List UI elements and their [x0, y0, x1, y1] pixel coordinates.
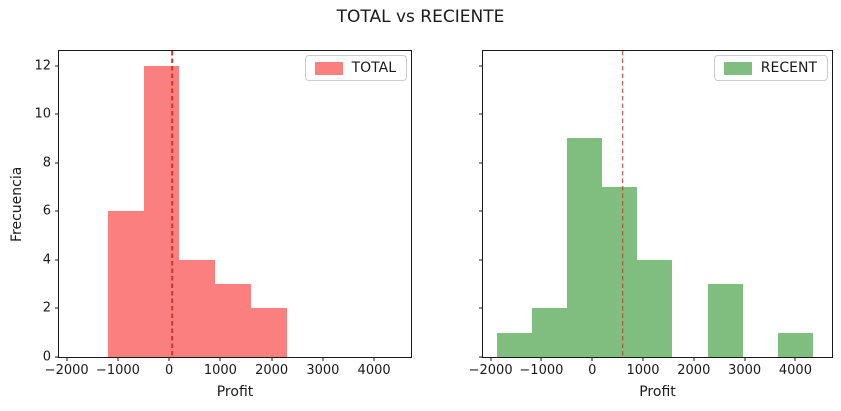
x-tick-mark — [540, 357, 542, 361]
x-axis-label-recent: Profit — [639, 384, 676, 400]
legend-total: TOTAL — [304, 55, 407, 81]
y-tick-mark — [55, 259, 59, 261]
hist-bar — [567, 138, 603, 357]
plot-area-recent: −2000 −1000 0 1000 2000 3000 4000 — [469, 50, 833, 377]
y-tick-mark — [55, 162, 59, 164]
x-tick-label: 1000 — [203, 363, 237, 378]
y-tick-label: 4 — [42, 252, 51, 268]
x-tick-label: 0 — [588, 363, 597, 378]
x-tick-mark — [490, 357, 492, 361]
hist-bar — [251, 308, 287, 357]
x-tick-mark — [642, 357, 644, 361]
figure-title: TOTAL vs RECIENTE — [336, 7, 505, 27]
hist-bar — [532, 308, 568, 357]
y-tick-mark — [479, 259, 483, 261]
legend-recent: RECENT — [713, 55, 828, 81]
x-tick-mark — [744, 357, 746, 361]
y-tick-mark — [479, 113, 483, 115]
y-tick-label: 10 — [34, 106, 51, 122]
y-tick-label: 6 — [42, 203, 51, 219]
x-tick-label: −2000 — [468, 363, 513, 378]
y-tick-mark — [479, 356, 483, 358]
x-tick-label: 2000 — [255, 363, 289, 378]
hist-bar — [215, 284, 252, 357]
legend-swatch-total-icon — [314, 61, 343, 75]
x-tick-label: 4000 — [357, 363, 391, 378]
y-tick-mark — [55, 356, 59, 358]
x-tick-label: −1000 — [519, 363, 564, 378]
hist-bar — [107, 211, 144, 357]
x-tick-label: 4000 — [778, 363, 812, 378]
mean-line — [621, 51, 624, 357]
x-tick-label: 2000 — [677, 363, 711, 378]
mean-line — [171, 51, 173, 357]
y-tick-mark — [55, 65, 59, 67]
hist-bar — [707, 284, 743, 357]
legend-label-total: TOTAL — [351, 60, 396, 76]
y-tick-mark — [479, 65, 483, 67]
y-axis-label-total: Frecuencia — [9, 166, 25, 242]
legend-swatch-recent-icon — [723, 61, 752, 75]
y-tick-mark — [55, 210, 59, 212]
x-tick-mark — [219, 357, 221, 361]
x-tick-mark — [693, 357, 695, 361]
x-tick-label: 3000 — [306, 363, 340, 378]
x-tick-mark — [794, 357, 796, 361]
y-tick-label: 2 — [42, 300, 51, 316]
x-tick-mark — [373, 357, 375, 361]
y-tick-mark — [479, 210, 483, 212]
y-tick-mark — [479, 307, 483, 309]
plot-area-total: −2000 −1000 0 1000 2000 3000 4000 0 2 4 6 8 10 12 — [34, 50, 412, 377]
x-tick-label: 1000 — [626, 363, 660, 378]
y-tick-mark — [55, 307, 59, 309]
y-tick-label: 8 — [42, 155, 51, 171]
x-tick-label: 0 — [165, 363, 174, 378]
x-tick-mark — [66, 357, 68, 361]
x-axis-label-total: Profit — [216, 384, 254, 400]
subplot-total: −2000 −1000 0 1000 2000 3000 4000 0 2 4 6 8 10 12 TOT… — [9, 50, 412, 399]
x-tick-label: 3000 — [728, 363, 762, 378]
hist-bar — [179, 259, 216, 357]
x-tick-mark — [117, 357, 119, 361]
hist-bar — [637, 259, 673, 357]
legend-label-recent: RECENT — [760, 60, 817, 76]
y-tick-mark — [55, 113, 59, 115]
x-tick-mark — [168, 357, 170, 361]
x-tick-label: −1000 — [95, 363, 140, 378]
y-tick-label: 0 — [42, 349, 51, 365]
x-tick-mark — [591, 357, 593, 361]
y-tick-label: 12 — [34, 58, 51, 74]
x-tick-mark — [271, 357, 273, 361]
x-tick-label: −2000 — [44, 363, 89, 378]
hist-bar — [777, 332, 813, 357]
hist-bar — [602, 187, 638, 357]
hist-bar — [143, 65, 180, 357]
y-tick-mark — [479, 162, 483, 164]
hist-bar — [497, 332, 533, 357]
subplot-recent: −2000 −1000 0 1000 2000 3000 4000 RECENT Profi… — [469, 50, 833, 399]
x-tick-mark — [322, 357, 324, 361]
